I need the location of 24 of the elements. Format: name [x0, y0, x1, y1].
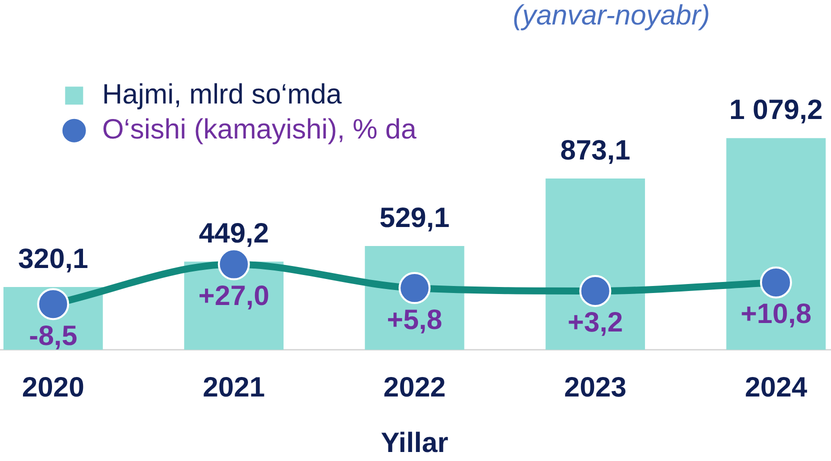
data-label: 873,1	[560, 134, 630, 166]
data-label: +27,0	[198, 280, 270, 312]
x-tick-label: 2021	[202, 371, 266, 402]
chart-title: (yanvar-noyabr)	[512, 0, 710, 31]
x-tick-label: 2024	[744, 371, 808, 402]
data-label: +3,2	[568, 306, 623, 338]
bar	[726, 138, 826, 350]
data-label: 320,1	[18, 243, 88, 274]
data-label: 449,2	[198, 218, 269, 249]
x-tick-label: 2020	[22, 371, 84, 402]
x-tick-label: 2022	[383, 371, 446, 402]
point	[760, 266, 792, 298]
point	[579, 274, 612, 307]
x-axis-title: Yillar	[380, 426, 448, 458]
data-label: +10,8	[740, 298, 812, 330]
legend-label: O‘sishi (kamayishi), % da	[102, 113, 417, 144]
x-tick-label: 2023	[564, 371, 626, 402]
data-label: +5,8	[386, 304, 442, 335]
legend-label: Hajmi, mlrd so‘mda	[102, 78, 342, 110]
point	[218, 248, 250, 280]
bar	[546, 178, 645, 350]
data-label: 1 079,2	[729, 94, 823, 126]
data-label: 529,1	[380, 202, 450, 234]
data-label: -8,5	[29, 320, 78, 351]
